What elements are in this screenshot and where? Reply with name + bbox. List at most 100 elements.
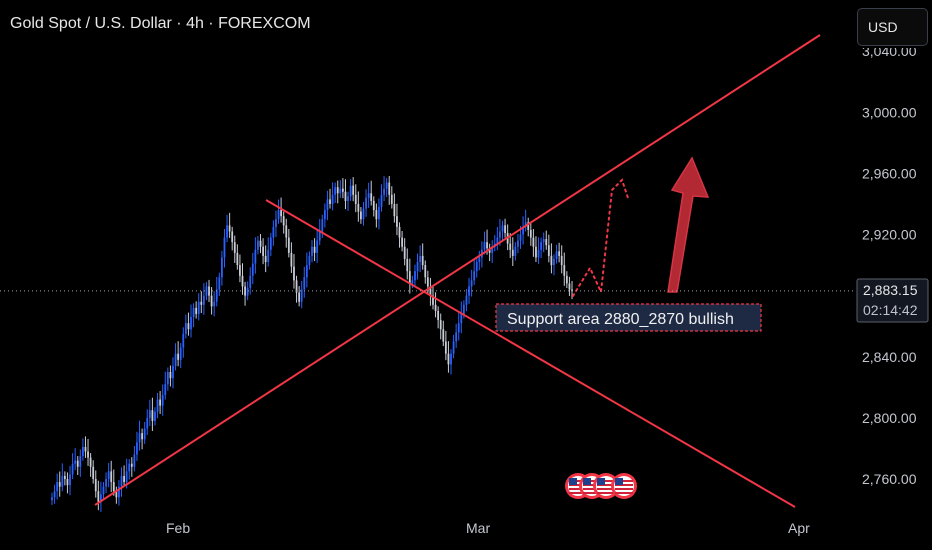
bullish-arrow[interactable] [667,156,710,293]
candle-body [367,193,370,198]
candle-body [372,200,375,211]
candle-body [123,475,125,483]
candle-body [347,196,349,201]
candle-body [385,182,388,189]
candle-body [303,277,306,290]
trendlines[interactable] [94,34,821,508]
candle-body [277,210,280,220]
candle-body [202,295,205,305]
candle-body [97,491,100,502]
candle-body [360,211,362,220]
support-annotation[interactable]: Support area 2880_2870 bullish [495,303,762,332]
candle-body [437,310,440,321]
candle-body [231,231,234,243]
candle-body [92,466,95,479]
candle-body [375,210,378,220]
candle-body [164,384,167,395]
candle-body [69,474,71,486]
ascending-trendline[interactable] [94,34,821,506]
candle-body [115,491,118,498]
candle-body [280,210,283,217]
candle-body [411,280,414,284]
candle-body [390,194,393,204]
us-flag-icon[interactable] [611,473,637,499]
candle-body [264,255,267,263]
candle-body [323,210,326,220]
candle-body [138,433,141,443]
candle-body [118,486,120,498]
candle-body [550,255,553,266]
candle-body [414,271,416,281]
candle-body [249,275,252,288]
candle-body [51,497,53,501]
x-tick-label: Feb [166,520,190,536]
candle-body [112,482,115,492]
candle-body [462,304,465,314]
price-badge: 2,883.15 02:14:42 [856,278,929,323]
candle-body [74,460,77,464]
candle-body [233,242,236,253]
candle-body [571,289,573,291]
candle-body [213,301,216,307]
candle-body [285,225,288,238]
candle-body [200,301,203,305]
candle-body [228,225,231,232]
candle-body [316,240,319,253]
y-tick-label: 2,920.00 [862,227,917,243]
candle-body [329,199,331,204]
x-tick-label: Apr [788,520,810,536]
y-tick-label: 2,840.00 [862,349,917,365]
y-tick-label: 2,960.00 [862,165,917,181]
candle-body [465,295,468,305]
candle-body [290,252,293,267]
candle-body [53,491,56,498]
event-icons[interactable] [565,473,637,499]
candle-body [527,222,530,230]
candle-body [56,482,59,492]
candle-body [128,463,131,472]
candle-body [182,333,185,348]
candle-body [262,246,264,256]
candle-body [177,353,180,360]
us-flag-icon[interactable] [593,473,619,499]
candle-body [71,463,74,475]
candle-body [468,286,470,296]
candle-body [305,265,308,278]
y-axis-ticks: 2,760.00 2,800.00 2,840.00 2,920.00 2,960.00… [856,0,932,487]
descending-trendline[interactable] [265,199,796,508]
candle-body [298,292,301,302]
candle-body [84,446,87,452]
candle-body [509,243,512,250]
candle-body [107,471,110,479]
candle-body [496,237,499,244]
candle-body [102,486,105,495]
candle-body [223,237,226,258]
candle-body [568,283,571,290]
candle-body [352,185,355,195]
candle-body [89,457,92,467]
candle-body [483,242,486,250]
candle-body [172,365,174,379]
candle-body [174,353,177,366]
candle-body [321,219,324,232]
up-arrow[interactable] [667,156,710,293]
candle-body [421,255,424,266]
candle-body [61,475,64,487]
candle-body [362,208,365,220]
candle-body [491,246,494,253]
candle-body [349,185,352,197]
candle-body [190,317,192,330]
candle-body [195,307,198,314]
candle-body [473,271,476,281]
candle-body [159,399,162,406]
currency-selector[interactable]: USD [857,8,928,46]
candle-body [218,277,221,290]
candle-body [336,187,339,194]
candle-body [499,231,501,238]
candle-body [354,194,357,204]
candle-body [434,304,437,311]
candle-body [565,275,568,284]
candle-body [179,347,182,360]
candle-body [210,295,213,307]
